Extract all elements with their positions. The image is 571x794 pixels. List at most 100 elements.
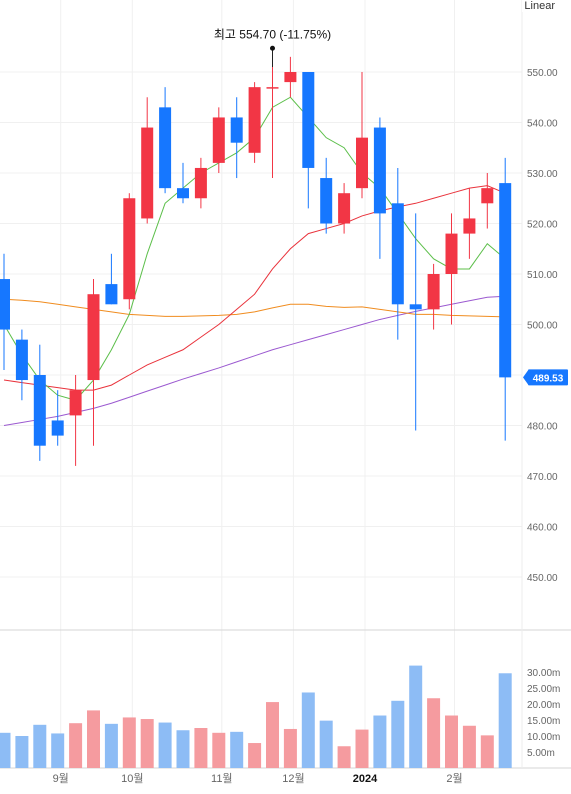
volume-bar [140,719,154,768]
volume-bar [498,673,512,768]
volume-tick-label: 15.00m [527,716,560,727]
volume-bar [87,710,100,768]
candle [356,72,368,199]
candle [499,157,512,441]
volume-bar [51,733,65,768]
candle [212,107,225,173]
volume-bar [194,728,208,768]
volume-bar [0,732,11,768]
volume-axis-labels: 5.00m 10.00m 15.00m 20.00m 25.00m 30.00m [527,668,560,759]
candle [266,66,279,179]
volume-bar [266,702,279,768]
volume-bar [445,715,458,768]
volume-bar [355,729,369,768]
candle-body [373,127,386,214]
volume-bar [248,743,262,768]
candle [15,329,28,401]
candle-body [15,339,28,381]
candle [248,82,261,163]
candle-body [0,279,10,330]
volume-bar [427,698,441,768]
candle [0,253,10,370]
candle-body [194,167,207,199]
volume-bars [0,665,512,768]
candle [338,183,351,234]
volume-bar [373,715,387,768]
price-tick-label: 480.00 [527,422,558,433]
candle-body [481,188,494,204]
candle-body [105,284,118,305]
candle-body [212,117,225,163]
candle-body [338,193,351,224]
high-annotation-label: 최고 554.70 (-11.75%) [214,27,331,41]
time-tick-label: 10월 [121,772,143,785]
candle [87,279,100,446]
volume-bar [176,730,190,768]
candle-body [177,188,189,199]
candle-body [87,294,100,381]
candle [284,56,297,98]
price-axis-labels: 450.00460.00470.00480.00490.00500.00510.… [527,68,558,584]
volume-bar [33,724,47,768]
volume-tick-label: 25.00m [527,684,560,695]
candle-body [284,72,297,83]
candle-body [69,390,82,416]
candle-body [302,72,315,168]
candle [177,162,189,204]
price-tick-label: 550.00 [527,68,558,79]
volume-bar [158,722,172,768]
candle [69,375,82,466]
ma20-line [3,185,506,391]
candle [409,213,422,431]
volume-tick-label: 10.00m [527,732,560,743]
time-tick-label: 2024 [353,773,378,785]
volume-bar [283,728,297,768]
volume-tick-label: 30.00m [527,668,560,679]
price-tick-label: 520.00 [527,220,558,231]
candle [302,72,315,209]
volume-bar [391,700,405,768]
candle-body [248,87,261,153]
time-tick-label: 11월 [211,772,233,785]
candles [0,56,512,466]
volume-bar [230,731,244,768]
current-price-box [528,369,568,386]
candle [194,157,207,209]
volume-bar [409,665,423,768]
candle [427,263,440,330]
candle-body [141,127,154,219]
candle-body [499,183,512,378]
candle-body [391,203,404,305]
volume-bar [212,732,226,768]
volume-bar [69,723,83,768]
high-annotation-dot [270,45,275,51]
price-tick-label: 500.00 [527,321,558,332]
candle [445,213,458,325]
ma120-line [3,295,506,426]
scale-mode-button[interactable]: Linear [522,0,557,12]
candle [391,167,404,340]
candle [51,390,64,446]
volume-bar [319,720,333,768]
candle-body [123,198,136,300]
volume-bar [480,735,494,768]
candle-body [427,274,440,310]
price-tick-label: 510.00 [527,270,558,281]
candle [141,97,154,224]
time-tick-label: 9월 [53,772,69,785]
candle-body [320,178,333,224]
candle [123,193,136,310]
candle-body [51,420,64,436]
price-tick-label: 530.00 [527,169,558,180]
candle [481,173,494,229]
candle-body [266,87,279,89]
price-tick-label: 470.00 [527,472,558,483]
candle-body [356,137,368,189]
time-tick-label: 12월 [282,772,304,785]
price-tick-label: 460.00 [527,523,558,534]
candle [320,157,333,234]
candle [159,87,172,194]
price-tick-label: 450.00 [527,573,558,584]
